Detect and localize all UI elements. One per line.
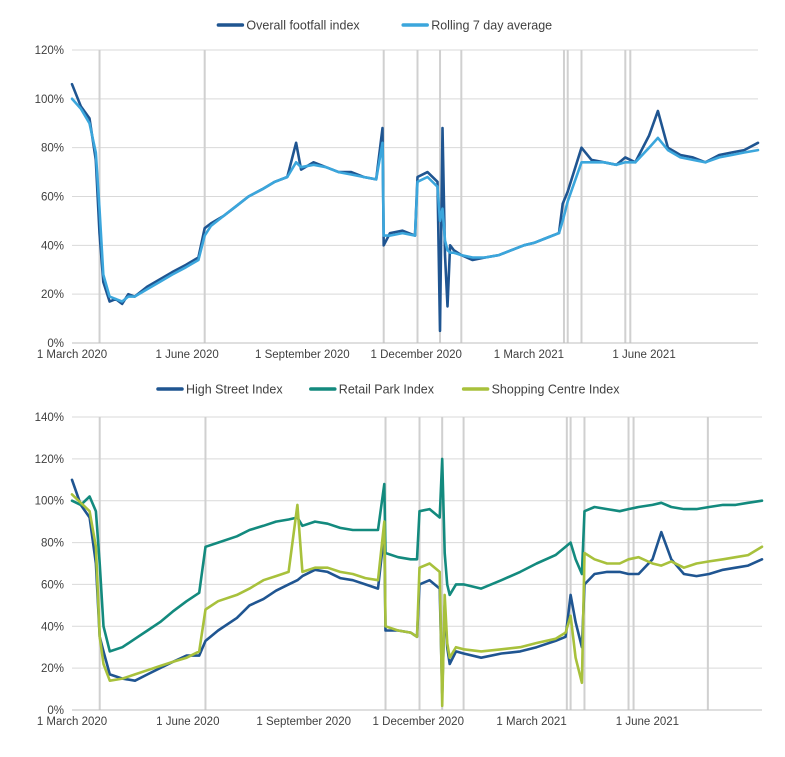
y-tick-label: 20% [41,663,64,675]
legend: Overall footfall index Rolling 7 day aver… [216,19,552,33]
x-tick-label: 1 June 2020 [156,349,219,361]
y-tick-label: 60% [41,579,64,591]
legend-label: Shopping Centre Index [492,383,621,397]
y-tick-label: 0% [47,705,64,717]
chart-2: 0% 20% 40% 60% 80% 100% 120% 140% 1 March 2020 1 … [35,383,764,728]
y-tick-label: 40% [41,621,64,633]
y-tick-label: 120% [35,454,64,466]
series-line-shopping-centre-index [70,493,764,708]
x-tick-label: 1 September 2020 [256,716,351,728]
legend-label: High Street Index [186,383,283,397]
x-tick-label: 1 June 2021 [616,716,679,728]
y-tick-label: 40% [41,240,64,252]
x-tick-label: 1 March 2021 [494,349,564,361]
x-tick-label: 1 June 2020 [156,716,219,728]
legend: High Street Index Retail Park Index Shoppi… [156,383,621,397]
series-line-retail-park-index [70,457,764,653]
legend-label: Retail Park Index [339,383,435,397]
y-tick-label: 80% [41,143,64,155]
y-tick-label: 0% [47,338,64,350]
y-tick-label: 60% [41,192,64,204]
x-tick-label: 1 December 2020 [373,716,464,728]
y-tick-label: 100% [35,496,64,508]
y-tick-label: 120% [35,45,64,57]
chart-1: 0% 20% 40% 60% 80% 100% 120% 1 March 2020 1 June… [35,19,760,361]
x-tick-label: 1 December 2020 [371,349,462,361]
legend-label: Overall footfall index [246,19,360,33]
x-tick-label: 1 June 2021 [612,349,675,361]
x-tick-label: 1 March 2021 [496,716,566,728]
series-line-rolling-7-day-average [70,97,760,303]
x-tick-label: 1 March 2020 [37,349,107,361]
y-tick-label: 140% [35,412,64,424]
x-tick-label: 1 September 2020 [255,349,350,361]
y-tick-label: 100% [35,94,64,106]
legend-label: Rolling 7 day average [431,19,552,33]
y-tick-label: 80% [41,538,64,550]
x-tick-label: 1 March 2020 [37,716,107,728]
y-tick-label: 20% [41,289,64,301]
